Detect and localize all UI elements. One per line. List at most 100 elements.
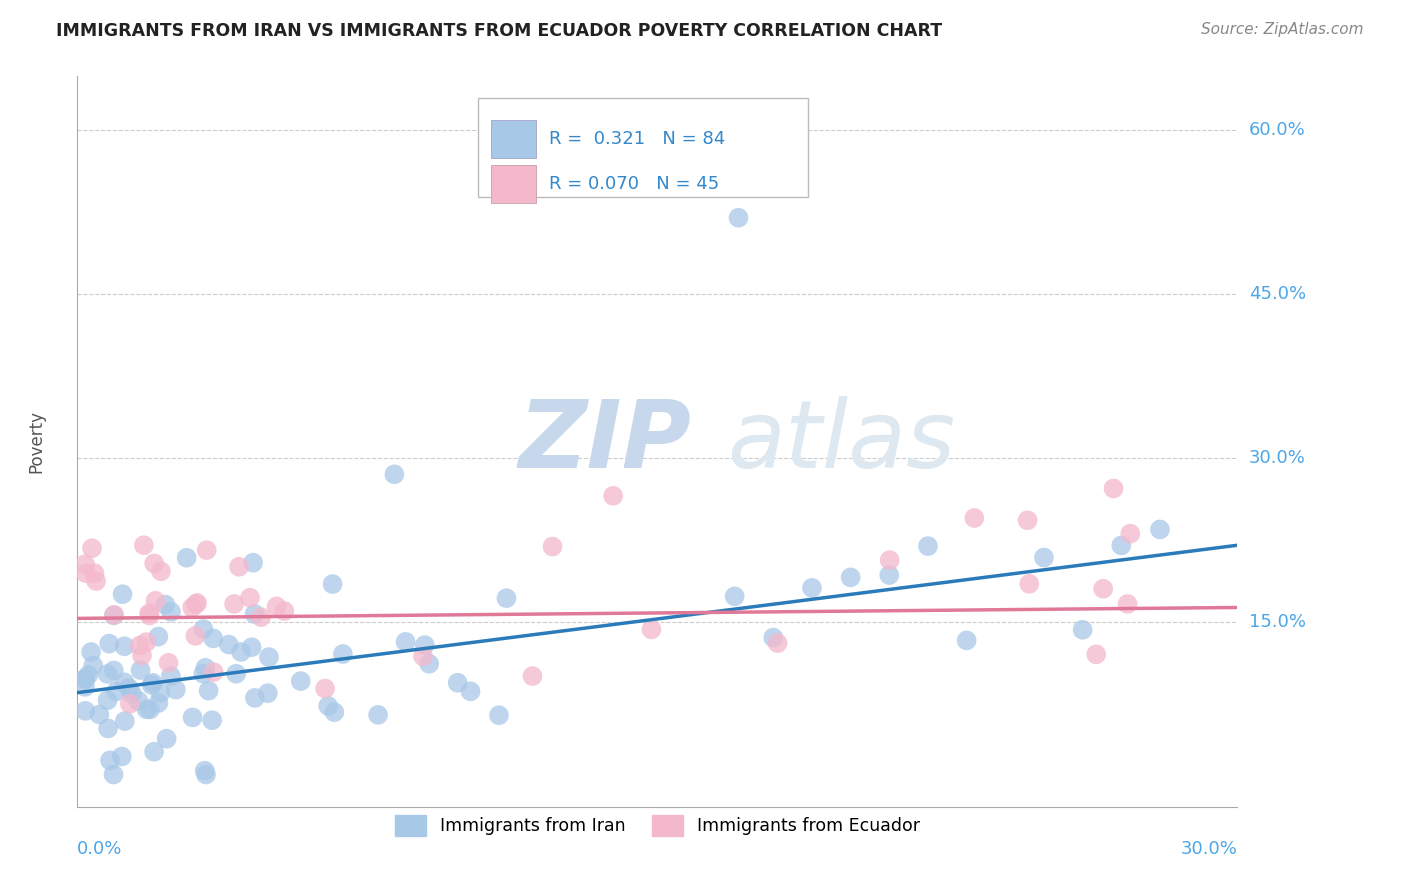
Point	[323, 705, 346, 719]
Point	[273, 604, 295, 618]
Point	[139, 702, 162, 716]
Point	[197, 683, 219, 698]
Point	[917, 539, 939, 553]
Text: 30.0%: 30.0%	[1181, 840, 1237, 858]
Point	[1085, 648, 1108, 662]
Point	[243, 690, 266, 705]
Point	[103, 767, 125, 781]
Point	[75, 672, 96, 686]
Point	[839, 570, 862, 584]
Point	[80, 645, 103, 659]
Point	[1149, 523, 1171, 537]
Text: ZIP: ZIP	[517, 395, 690, 488]
Point	[1102, 482, 1125, 496]
Point	[956, 633, 979, 648]
Point	[1111, 538, 1133, 552]
Point	[640, 623, 662, 637]
Point	[165, 682, 187, 697]
Point	[114, 714, 136, 728]
Point	[128, 639, 150, 653]
Point	[184, 597, 207, 611]
Point	[114, 675, 136, 690]
Point	[201, 713, 224, 727]
Point	[1071, 623, 1094, 637]
Point	[75, 558, 96, 572]
Point	[75, 566, 97, 581]
Point	[75, 680, 96, 694]
Point	[228, 559, 250, 574]
Point	[75, 704, 97, 718]
Point	[1018, 577, 1040, 591]
Point	[132, 538, 155, 552]
Point	[157, 656, 180, 670]
Point	[266, 599, 288, 614]
Point	[138, 607, 160, 621]
Point	[256, 686, 278, 700]
Point	[97, 722, 120, 736]
Point	[127, 694, 149, 708]
Point	[412, 649, 434, 664]
Point	[82, 658, 104, 673]
Point	[148, 630, 170, 644]
Text: 15.0%: 15.0%	[1249, 613, 1306, 631]
Point	[202, 632, 225, 646]
Point	[257, 650, 280, 665]
Point	[460, 684, 482, 698]
Point	[148, 696, 170, 710]
Point	[149, 686, 172, 700]
Point	[184, 629, 207, 643]
Point	[488, 708, 510, 723]
Point	[103, 608, 125, 623]
Point	[176, 550, 198, 565]
Point	[195, 767, 218, 781]
Point	[142, 675, 165, 690]
Point	[367, 707, 389, 722]
Point	[131, 648, 153, 663]
Point	[240, 640, 263, 655]
Point	[332, 647, 354, 661]
Point	[98, 753, 121, 767]
Point	[83, 566, 105, 581]
Point	[193, 622, 215, 636]
Point	[447, 675, 470, 690]
Point	[322, 577, 344, 591]
Point	[155, 731, 177, 746]
Point	[149, 564, 172, 578]
Point	[145, 594, 167, 608]
Point	[194, 661, 217, 675]
Point	[195, 543, 218, 558]
Point	[89, 707, 111, 722]
Point	[250, 610, 273, 624]
Point	[155, 598, 177, 612]
Point	[135, 635, 157, 649]
Text: IMMIGRANTS FROM IRAN VS IMMIGRANTS FROM ECUADOR POVERTY CORRELATION CHART: IMMIGRANTS FROM IRAN VS IMMIGRANTS FROM …	[56, 22, 942, 40]
Point	[202, 665, 225, 679]
Point	[118, 681, 141, 695]
Point	[186, 596, 208, 610]
Point	[1017, 513, 1039, 527]
Point	[105, 684, 128, 698]
Point	[541, 540, 564, 554]
Point	[160, 669, 183, 683]
Point	[138, 608, 160, 623]
FancyBboxPatch shape	[478, 98, 808, 196]
Point	[225, 666, 247, 681]
Point	[114, 640, 136, 654]
Point	[143, 745, 166, 759]
Point	[103, 607, 125, 622]
Point	[160, 605, 183, 619]
Bar	[492, 120, 536, 158]
Text: Poverty: Poverty	[28, 410, 46, 473]
Point	[1092, 582, 1115, 596]
Point	[316, 698, 339, 713]
Point	[766, 636, 789, 650]
Point	[418, 657, 440, 671]
Point	[97, 667, 120, 681]
Point	[963, 511, 986, 525]
Point	[239, 591, 262, 605]
Point	[181, 600, 204, 615]
Point	[495, 591, 517, 606]
Point	[1116, 597, 1139, 611]
Point	[96, 693, 118, 707]
Point	[80, 541, 103, 556]
